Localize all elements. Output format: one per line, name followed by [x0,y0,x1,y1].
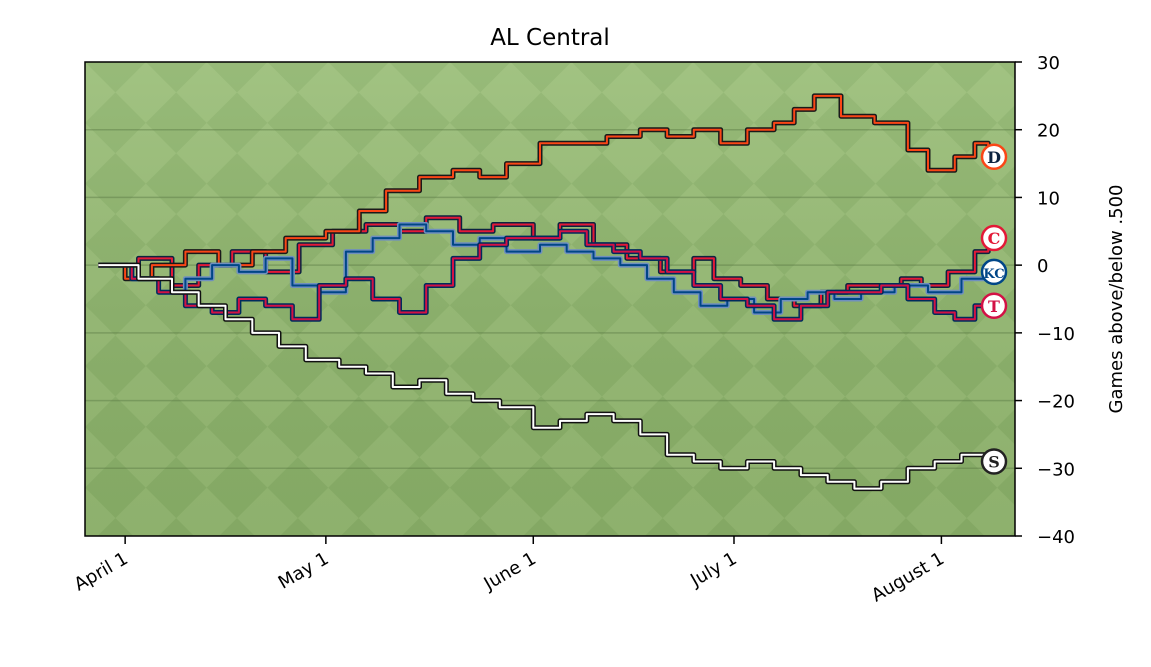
logo-badge [980,143,1008,171]
logo-letter: T [988,297,1000,316]
team-logo-cle: C [980,224,1008,252]
y-axis: 30 20 10 0 −10 −20 −30 −40 [1015,53,1075,548]
team-logo-det: D [980,143,1008,171]
y-tick-label: 10 [1037,188,1060,209]
logo-letter: C [988,229,1001,248]
logo-badge [980,258,1008,286]
team-logo-kc: KC [980,258,1008,286]
series-layer [98,93,991,492]
y-tick-label: 20 [1037,121,1060,142]
y-tick-label: −40 [1037,527,1075,548]
y-axis-label: Games above/below .500 [1106,185,1127,414]
x-axis: April 1 May 1 June 1 July 1 August 1 [71,536,948,606]
x-tick-label: April 1 [71,548,132,595]
y-tick-label: −10 [1037,324,1075,345]
logo-letter: D [987,148,1001,167]
x-tick-label: June 1 [480,548,540,595]
series-cws [98,262,991,492]
logo-letter: S [988,453,1000,472]
plot-shading [85,62,1015,536]
chart-title: AL Central [490,25,610,51]
series-line [98,94,990,280]
y-tick-label: −20 [1037,392,1075,413]
logo-badge [980,292,1008,320]
logo-badge [980,224,1008,252]
team-logo-layer: C D KC T S [980,143,1008,475]
logo-letter: KC [983,267,1004,282]
logo-badge [980,448,1008,475]
series-min [98,228,989,322]
team-logo-cws: S [980,448,1008,475]
y-tick-label: 0 [1037,256,1048,277]
team-logo-min: T [980,292,1008,320]
plot-frame [84,61,1016,537]
x-tick-label: May 1 [275,548,333,593]
x-tick-label: July 1 [686,548,740,591]
y-tick-label: 30 [1037,53,1060,74]
y-tick-label: −30 [1037,459,1075,480]
series-line [98,230,989,321]
plot-area: C D KC T S [84,61,1016,537]
series-det [98,93,991,282]
x-tick-label: August 1 [868,548,948,606]
series-line [98,264,990,490]
